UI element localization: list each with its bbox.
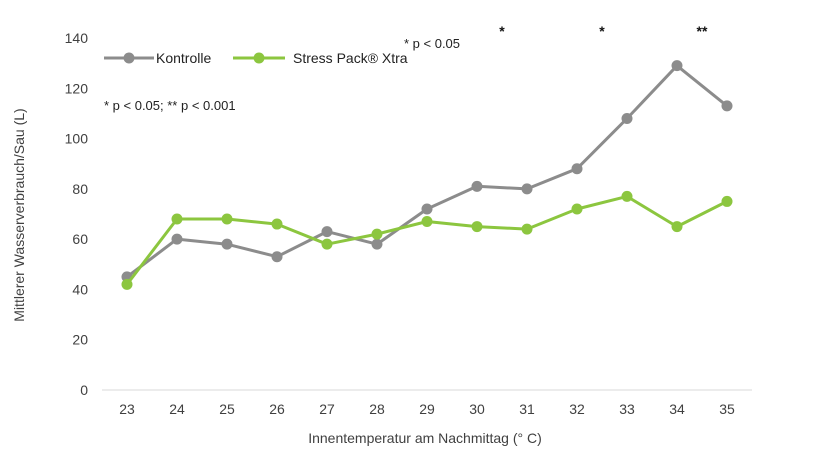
x-tick-label: 24 (169, 401, 185, 417)
legend-label-stress-pack-xtra: Stress Pack® Xtra (293, 50, 408, 66)
y-tick-label: 0 (80, 382, 88, 398)
x-tick-label: 27 (319, 401, 335, 417)
x-tick-label: 23 (119, 401, 135, 417)
data-point-kontrolle (171, 233, 183, 245)
y-tick-label: 60 (72, 231, 88, 247)
data-point-kontrolle (221, 238, 233, 250)
data-point-kontrolle (621, 112, 633, 124)
x-tick-label: 28 (369, 401, 385, 417)
series-layer (121, 60, 733, 290)
legend-marker-stress-pack-xtra (253, 52, 265, 64)
data-point-stress-pack-xtra (671, 221, 683, 233)
y-axis-title: Mittlerer Wasserverbrauch/Sau (L) (11, 108, 27, 321)
x-tick-label: 32 (569, 401, 585, 417)
significance-note-legend: * p < 0.05; ** p < 0.001 (104, 98, 236, 113)
data-point-stress-pack-xtra (371, 228, 383, 240)
data-point-kontrolle (721, 100, 733, 112)
data-point-kontrolle (421, 203, 433, 215)
x-axis-title: Innentemperatur am Nachmittag (° C) (308, 430, 542, 446)
x-axis-ticks: 23 24 25 26 27 28 29 30 31 32 33 34 35 (119, 401, 735, 417)
legend: Kontrolle Stress Pack® Xtra (104, 50, 408, 66)
data-point-kontrolle (371, 238, 383, 250)
data-point-kontrolle (271, 251, 283, 263)
series-kontrolle (121, 60, 733, 283)
data-point-stress-pack-xtra (471, 221, 483, 233)
data-point-stress-pack-xtra (421, 216, 433, 228)
y-tick-label: 20 (72, 332, 88, 348)
data-point-kontrolle (671, 60, 683, 72)
x-tick-label: 35 (719, 401, 735, 417)
x-tick-label: 31 (519, 401, 535, 417)
data-point-stress-pack-xtra (571, 203, 583, 215)
x-tick-label: 25 (219, 401, 235, 417)
data-point-stress-pack-xtra (321, 238, 333, 250)
x-tick-label: 29 (419, 401, 435, 417)
legend-item-kontrolle: Kontrolle (104, 50, 211, 66)
y-tick-label: 100 (65, 131, 89, 147)
significance-marker: * (499, 23, 505, 39)
data-point-kontrolle (521, 183, 533, 195)
y-axis-ticks: 0 20 40 60 80 100 120 140 (65, 30, 89, 398)
data-point-kontrolle (321, 226, 333, 238)
y-tick-label: 120 (65, 80, 89, 96)
series-stress-pack-xtra (121, 190, 733, 290)
x-tick-label: 34 (669, 401, 685, 417)
significance-markers: * * ** (499, 23, 708, 39)
legend-marker-kontrolle (123, 52, 135, 64)
x-tick-label: 33 (619, 401, 635, 417)
x-tick-label: 30 (469, 401, 485, 417)
data-point-stress-pack-xtra (621, 190, 633, 202)
y-tick-label: 80 (72, 181, 88, 197)
data-point-stress-pack-xtra (171, 213, 183, 225)
data-point-stress-pack-xtra (521, 223, 533, 235)
x-tick-label: 26 (269, 401, 285, 417)
data-point-stress-pack-xtra (221, 213, 233, 225)
legend-item-stress-pack-xtra: Stress Pack® Xtra (233, 50, 408, 66)
data-point-kontrolle (471, 180, 483, 192)
data-point-stress-pack-xtra (271, 218, 283, 230)
legend-label-kontrolle: Kontrolle (156, 50, 211, 66)
significance-note-top: * p < 0.05 (404, 36, 460, 51)
data-point-stress-pack-xtra (121, 278, 133, 290)
y-tick-label: 140 (65, 30, 89, 46)
y-tick-label: 40 (72, 281, 88, 297)
data-point-kontrolle (571, 163, 583, 175)
significance-marker: ** (697, 23, 708, 39)
data-point-stress-pack-xtra (721, 195, 733, 207)
significance-marker: * (599, 23, 605, 39)
